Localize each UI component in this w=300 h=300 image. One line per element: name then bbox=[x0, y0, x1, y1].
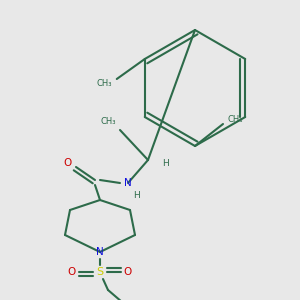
Text: N: N bbox=[96, 247, 104, 257]
Text: H: H bbox=[133, 190, 140, 200]
Text: S: S bbox=[96, 267, 103, 277]
Text: O: O bbox=[124, 267, 132, 277]
Text: CH₃: CH₃ bbox=[100, 118, 116, 127]
Text: H: H bbox=[162, 160, 169, 169]
Text: CH₃: CH₃ bbox=[96, 80, 112, 88]
Text: N: N bbox=[124, 178, 132, 188]
Text: O: O bbox=[68, 267, 76, 277]
Text: CH₃: CH₃ bbox=[228, 115, 244, 124]
Text: O: O bbox=[64, 158, 72, 168]
